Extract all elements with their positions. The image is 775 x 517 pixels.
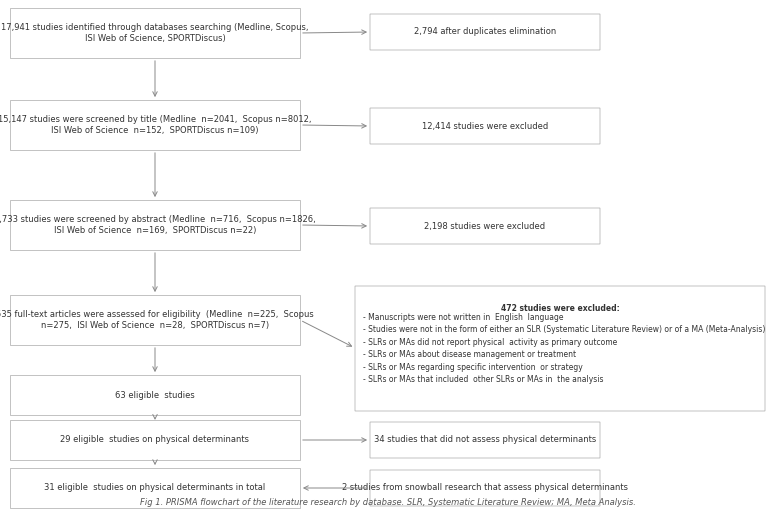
FancyBboxPatch shape <box>370 470 600 506</box>
Text: 29 eligible  studies on physical determinants: 29 eligible studies on physical determin… <box>60 435 250 445</box>
Text: 31 eligible  studies on physical determinants in total: 31 eligible studies on physical determin… <box>44 483 266 493</box>
Text: 34 studies that did not assess physical determinants: 34 studies that did not assess physical … <box>374 435 596 445</box>
FancyBboxPatch shape <box>10 200 300 250</box>
FancyBboxPatch shape <box>10 375 300 415</box>
Text: - Manuscripts were not written in  English  language
- Studies were not in the f: - Manuscripts were not written in Englis… <box>363 313 766 384</box>
FancyBboxPatch shape <box>10 8 300 58</box>
Text: 2,794 after duplicates elimination: 2,794 after duplicates elimination <box>414 27 556 37</box>
FancyBboxPatch shape <box>10 468 300 508</box>
FancyBboxPatch shape <box>10 100 300 150</box>
Text: 63 eligible  studies: 63 eligible studies <box>115 390 195 400</box>
Text: 535 full-text articles were assessed for eligibility  (Medline  n=225,  Scopus
n: 535 full-text articles were assessed for… <box>0 310 314 330</box>
FancyBboxPatch shape <box>355 286 765 411</box>
Text: Fig 1. PRISMA flowchart of the literature research by database. SLR, Systematic : Fig 1. PRISMA flowchart of the literatur… <box>140 498 636 507</box>
Text: 2,733 studies were screened by abstract (Medline  n=716,  Scopus n=1826,
ISI Web: 2,733 studies were screened by abstract … <box>0 215 316 235</box>
FancyBboxPatch shape <box>370 108 600 144</box>
Text: 2,198 studies were excluded: 2,198 studies were excluded <box>425 221 546 231</box>
FancyBboxPatch shape <box>370 422 600 458</box>
Text: 17,941 studies identified through databases searching (Medline, Scopus,
ISI Web : 17,941 studies identified through databa… <box>2 23 308 43</box>
Text: 2 studies from snowball research that assess physical determinants: 2 studies from snowball research that as… <box>342 483 628 493</box>
FancyBboxPatch shape <box>10 295 300 345</box>
FancyBboxPatch shape <box>370 14 600 50</box>
FancyBboxPatch shape <box>370 208 600 244</box>
Text: 472 studies were excluded:: 472 studies were excluded: <box>501 304 619 313</box>
FancyBboxPatch shape <box>10 420 300 460</box>
Text: 15,147 studies were screened by title (Medline  n=2041,  Scopus n=8012,
ISI Web : 15,147 studies were screened by title (M… <box>0 115 312 135</box>
Text: 12,414 studies were excluded: 12,414 studies were excluded <box>422 121 548 130</box>
